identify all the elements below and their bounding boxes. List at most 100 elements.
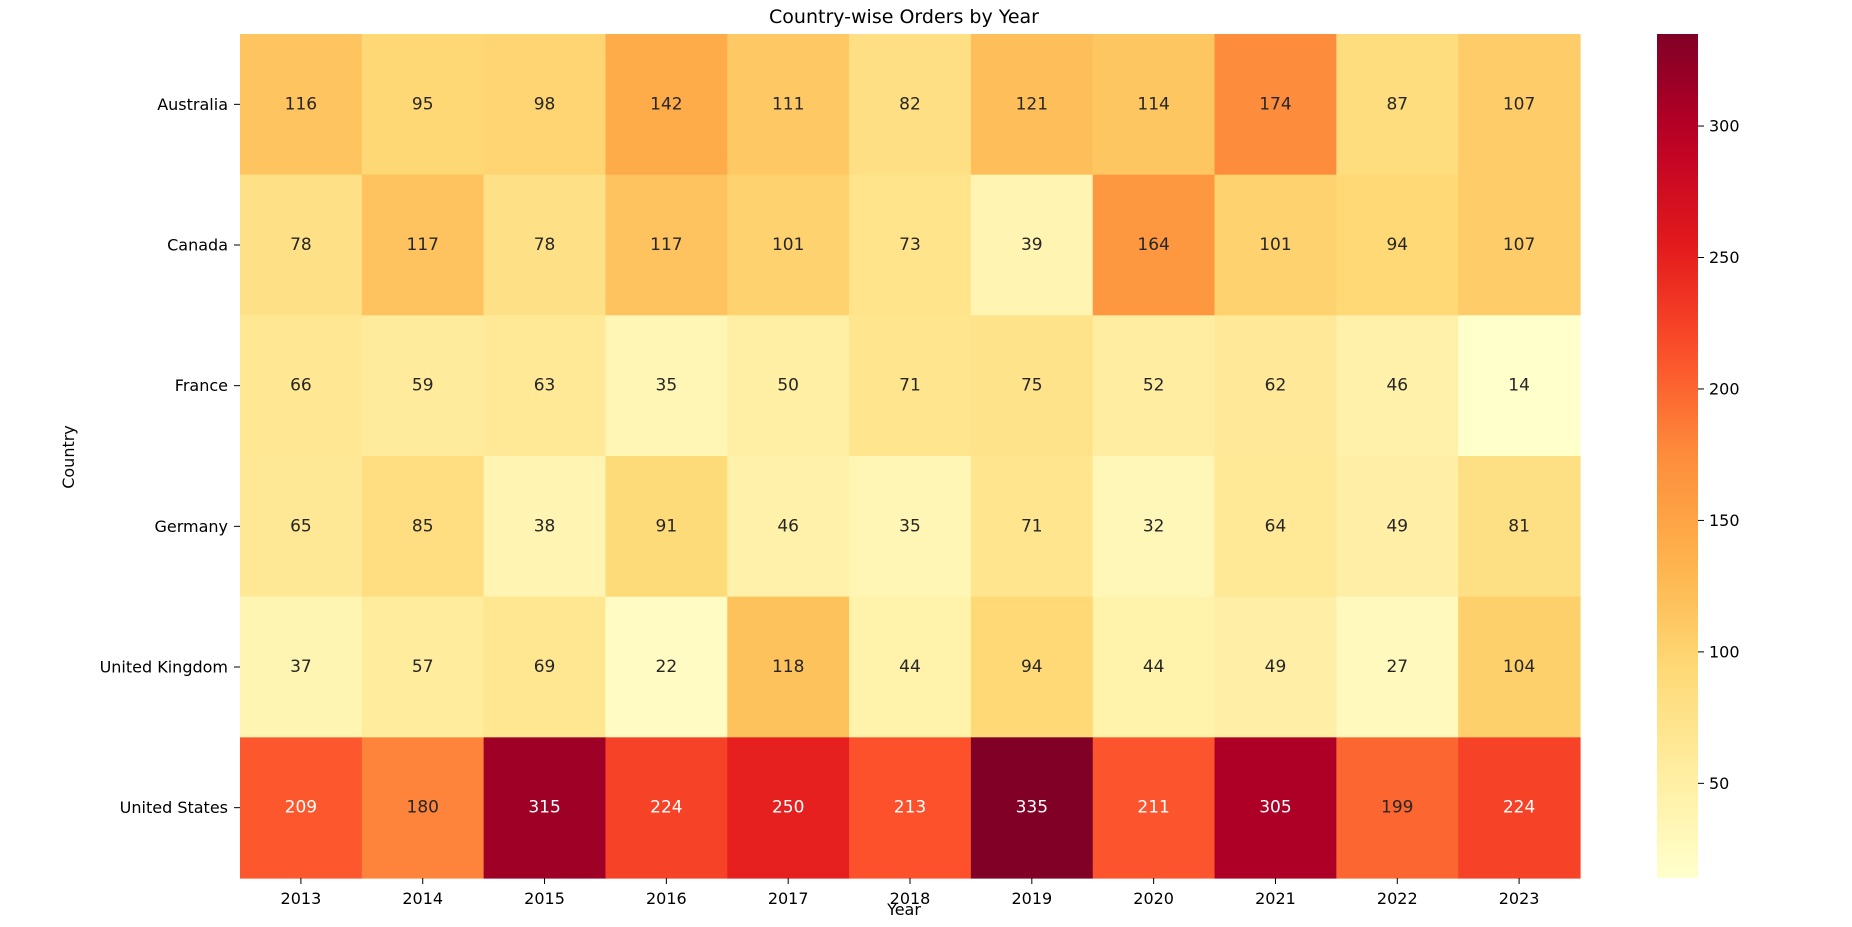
cell-value-label: 38 bbox=[534, 516, 556, 536]
cell-value-label: 118 bbox=[772, 657, 804, 677]
heatmap-cell bbox=[483, 315, 607, 457]
cell-value-label: 65 bbox=[290, 516, 312, 536]
cell-value-label: 164 bbox=[1137, 235, 1169, 255]
heatmap-cell bbox=[1458, 315, 1581, 457]
heatmap-cell bbox=[1214, 315, 1337, 457]
colorbar-tick-label: 50 bbox=[1709, 774, 1729, 793]
heatmap-cell bbox=[1458, 456, 1581, 598]
cell-value-label: 94 bbox=[1021, 657, 1043, 677]
cell-value-label: 57 bbox=[412, 657, 434, 677]
colorbar-ticks: 50 100 150 200 250 300 bbox=[1698, 117, 1740, 793]
cell-value-label: 52 bbox=[1143, 376, 1165, 396]
heatmap-cell bbox=[361, 596, 485, 738]
heatmap-cell bbox=[1336, 737, 1459, 879]
heatmap-cell bbox=[240, 34, 363, 176]
cell-value-label: 82 bbox=[899, 94, 921, 114]
cell-value-label: 142 bbox=[650, 94, 682, 114]
cell-value-label: 44 bbox=[1143, 657, 1165, 677]
heatmap-cell bbox=[605, 315, 728, 457]
cell-value-label: 111 bbox=[772, 94, 804, 114]
cell-value-label: 121 bbox=[1016, 94, 1048, 114]
heatmap-cell bbox=[849, 737, 972, 879]
cell-value-label: 107 bbox=[1503, 94, 1535, 114]
cell-value-label: 46 bbox=[777, 516, 799, 536]
heatmap-cell bbox=[849, 34, 972, 176]
heatmap-cell bbox=[1336, 456, 1459, 598]
heatmap-cell bbox=[970, 737, 1094, 879]
heatmap-cell bbox=[727, 596, 850, 738]
heatmap-cell bbox=[605, 737, 728, 879]
heatmap-cell bbox=[849, 456, 972, 598]
x-tick-label: 2019 bbox=[1011, 889, 1052, 908]
cell-value-label: 69 bbox=[534, 657, 556, 677]
cell-value-label: 49 bbox=[1386, 516, 1408, 536]
cell-value-label: 95 bbox=[412, 94, 434, 114]
heatmap-cell bbox=[240, 596, 363, 738]
heatmap-cell bbox=[970, 315, 1094, 457]
heatmap-cell bbox=[605, 174, 728, 316]
heatmap-cell bbox=[970, 596, 1094, 738]
heatmap-cell bbox=[240, 315, 363, 457]
cell-value-label: 37 bbox=[290, 657, 312, 677]
cell-value-label: 335 bbox=[1016, 798, 1048, 818]
cell-value-label: 59 bbox=[412, 376, 434, 396]
heatmap-cell bbox=[1092, 315, 1216, 457]
cell-value-label: 114 bbox=[1137, 94, 1169, 114]
cell-value-label: 75 bbox=[1021, 376, 1043, 396]
heatmap-cell bbox=[605, 596, 728, 738]
cell-value-label: 116 bbox=[285, 94, 317, 114]
x-tick-label: 2016 bbox=[646, 889, 687, 908]
cell-value-label: 78 bbox=[534, 235, 556, 255]
heatmap-cell bbox=[1214, 174, 1337, 316]
heatmap-cell bbox=[727, 456, 850, 598]
heatmap-cell bbox=[849, 174, 972, 316]
cell-value-label: 32 bbox=[1143, 516, 1165, 536]
heatmap-cell bbox=[970, 456, 1094, 598]
cell-value-label: 87 bbox=[1386, 94, 1408, 114]
cell-value-label: 39 bbox=[1021, 235, 1043, 255]
y-tick-label: United States bbox=[120, 798, 228, 817]
y-tick-label: France bbox=[175, 376, 228, 395]
cell-value-label: 22 bbox=[656, 657, 678, 677]
cell-value-label: 174 bbox=[1259, 94, 1291, 114]
y-tick-label: United Kingdom bbox=[100, 658, 228, 677]
colorbar-tick-label: 300 bbox=[1709, 117, 1740, 136]
heatmap-cell bbox=[1214, 34, 1337, 176]
heatmap-cell bbox=[605, 34, 728, 176]
heatmap-cell bbox=[1214, 596, 1337, 738]
heatmap-cell bbox=[1214, 456, 1337, 598]
colorbar-tick-label: 200 bbox=[1709, 379, 1740, 398]
cell-value-label: 46 bbox=[1386, 376, 1408, 396]
cell-value-label: 49 bbox=[1265, 657, 1287, 677]
cell-value-label: 315 bbox=[528, 798, 560, 818]
heatmap-cell bbox=[361, 315, 485, 457]
x-tick-label: 2017 bbox=[768, 889, 809, 908]
heatmap-cell bbox=[1336, 315, 1459, 457]
heatmap-cell bbox=[1458, 596, 1581, 738]
chart-title: Country-wise Orders by Year bbox=[769, 6, 1039, 28]
cell-value-label: 250 bbox=[772, 798, 804, 818]
heatmap-cell bbox=[240, 737, 363, 879]
heatmap-cell bbox=[727, 315, 850, 457]
heatmap-cell bbox=[1092, 596, 1216, 738]
cell-value-label: 104 bbox=[1503, 657, 1535, 677]
cell-value-label: 85 bbox=[412, 516, 434, 536]
x-tick-label: 2015 bbox=[524, 889, 565, 908]
cell-value-label: 62 bbox=[1265, 376, 1287, 396]
y-tick-label: Canada bbox=[167, 236, 228, 255]
cell-value-label: 63 bbox=[534, 376, 556, 396]
y-tick-label: Germany bbox=[154, 517, 228, 536]
x-tick-label: 2013 bbox=[281, 889, 322, 908]
cell-value-label: 117 bbox=[650, 235, 682, 255]
heatmap-cell bbox=[361, 456, 485, 598]
cell-value-label: 91 bbox=[656, 516, 678, 536]
x-tick-label: 2022 bbox=[1377, 889, 1418, 908]
x-tick-label: 2020 bbox=[1133, 889, 1174, 908]
x-tick-label: 2014 bbox=[402, 889, 443, 908]
y-axis: Australia Canada France Germany United Kingd… bbox=[100, 95, 240, 817]
heatmap-cell bbox=[727, 34, 850, 176]
heatmap-cell bbox=[1092, 737, 1216, 879]
heatmap-cell bbox=[240, 456, 363, 598]
cell-value-label: 94 bbox=[1386, 235, 1408, 255]
x-axis: 2013 2014 2015 2016 2017 2018 2019 2020 2021 2022… bbox=[281, 878, 1539, 908]
